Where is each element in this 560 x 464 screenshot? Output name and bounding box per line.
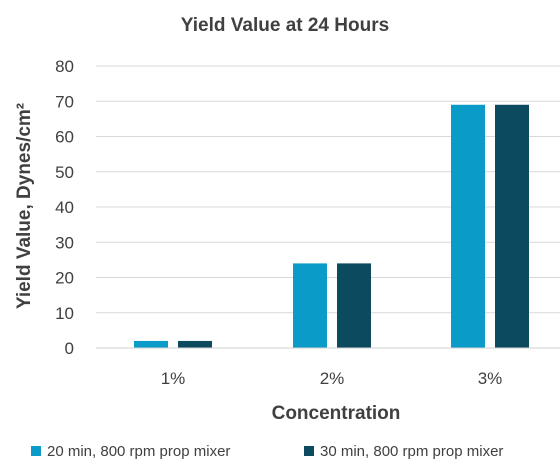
x-tick-label: 1% (161, 369, 186, 388)
y-tick-label: 20 (55, 269, 74, 288)
gridlines (96, 65, 560, 314)
y-axis-title: Yield Value, Dynes/cm² (14, 103, 35, 309)
bars (134, 104, 529, 349)
y-tick-label: 0 (65, 339, 74, 358)
y-tick-label: 40 (55, 198, 74, 217)
y-tick-label: 10 (55, 304, 74, 323)
legend-label: 30 min, 800 rpm prop mixer (320, 443, 503, 460)
x-tick-label: 3% (478, 369, 503, 388)
legend-swatch (304, 446, 314, 456)
y-tick-label: 30 (55, 233, 74, 252)
y-tick-label: 70 (55, 92, 74, 111)
y-axis-ticks: 0 10 20 30 40 50 60 70 80 (55, 57, 74, 358)
bar (337, 263, 371, 348)
chart-title: Yield Value at 24 Hours (181, 15, 389, 36)
legend-swatch (31, 446, 41, 456)
bar (178, 340, 212, 348)
legend: 20 min, 800 rpm prop mixer 30 min, 800 r… (31, 443, 503, 460)
legend-label: 20 min, 800 rpm prop mixer (47, 443, 230, 460)
x-axis-title: Concentration (272, 403, 401, 424)
bar (451, 104, 485, 349)
bar (134, 340, 168, 348)
bar (293, 263, 327, 348)
bar (495, 104, 529, 349)
y-tick-label: 50 (55, 163, 74, 182)
y-tick-label: 80 (55, 57, 74, 76)
x-axis-ticks: 1% 2% 3% (161, 369, 503, 388)
x-tick-label: 2% (320, 369, 345, 388)
y-tick-label: 60 (55, 128, 74, 147)
